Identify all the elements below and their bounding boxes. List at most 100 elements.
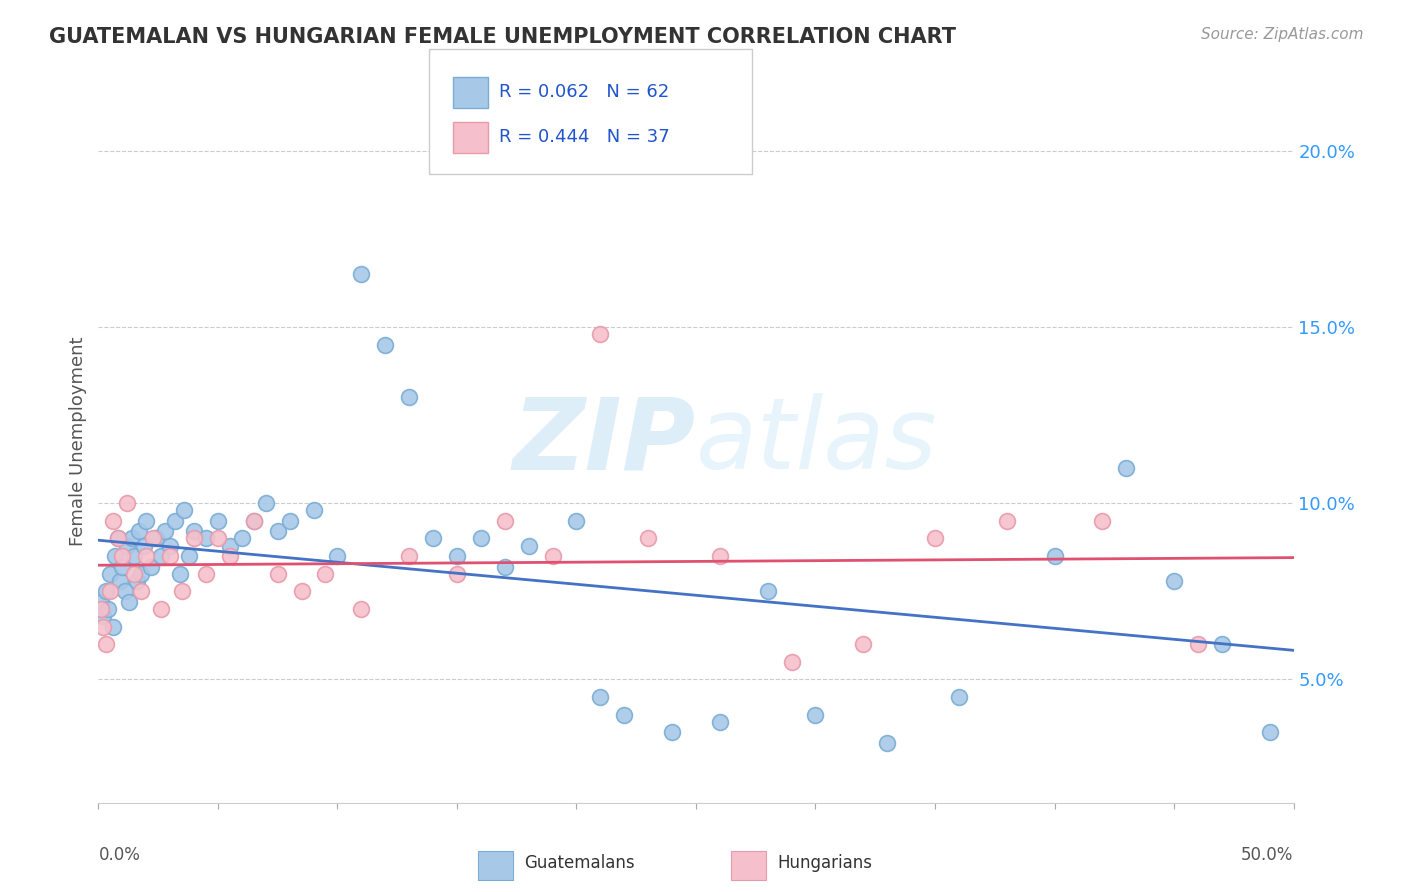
Point xyxy=(254,496,277,510)
Point xyxy=(149,549,172,563)
Point xyxy=(131,566,153,581)
Point xyxy=(135,514,157,528)
Point xyxy=(132,539,155,553)
Point xyxy=(637,532,659,546)
Point xyxy=(149,602,172,616)
Point xyxy=(422,532,444,546)
Point xyxy=(195,532,218,546)
Point xyxy=(94,584,117,599)
Point xyxy=(302,503,325,517)
Point xyxy=(125,574,148,588)
Point xyxy=(98,584,122,599)
Point xyxy=(111,549,134,563)
Point xyxy=(350,602,373,616)
Point xyxy=(709,549,731,563)
Text: Source: ZipAtlas.com: Source: ZipAtlas.com xyxy=(1201,27,1364,42)
Point xyxy=(108,574,131,588)
Point xyxy=(101,514,124,528)
Point xyxy=(350,267,373,281)
Point xyxy=(172,584,194,599)
Point xyxy=(131,584,153,599)
Point xyxy=(613,707,636,722)
Point xyxy=(121,532,143,546)
Point xyxy=(207,514,229,528)
Point xyxy=(124,566,146,581)
Point xyxy=(159,549,181,563)
Point xyxy=(195,566,218,581)
Text: 0.0%: 0.0% xyxy=(98,847,141,864)
Point xyxy=(1187,637,1209,651)
Text: R = 0.444   N = 37: R = 0.444 N = 37 xyxy=(499,128,669,146)
Point xyxy=(135,549,157,563)
Point xyxy=(948,690,970,704)
Point xyxy=(780,655,803,669)
Point xyxy=(104,549,127,563)
Point xyxy=(756,584,779,599)
Point xyxy=(494,559,516,574)
Text: ZIP: ZIP xyxy=(513,393,696,490)
Point xyxy=(90,595,112,609)
Point xyxy=(1211,637,1233,651)
Y-axis label: Female Unemployment: Female Unemployment xyxy=(69,337,87,546)
Point xyxy=(107,532,129,546)
Point xyxy=(470,532,492,546)
Text: R = 0.062   N = 62: R = 0.062 N = 62 xyxy=(499,83,669,101)
Point xyxy=(159,539,181,553)
Text: GUATEMALAN VS HUNGARIAN FEMALE UNEMPLOYMENT CORRELATION CHART: GUATEMALAN VS HUNGARIAN FEMALE UNEMPLOYM… xyxy=(49,27,956,46)
Point xyxy=(97,602,120,616)
Point xyxy=(111,559,134,574)
Point xyxy=(541,549,564,563)
Text: Hungarians: Hungarians xyxy=(778,855,873,872)
Point xyxy=(219,549,242,563)
Point xyxy=(173,503,195,517)
Text: 50.0%: 50.0% xyxy=(1241,847,1294,864)
Point xyxy=(291,584,314,599)
Point xyxy=(589,690,612,704)
Point xyxy=(183,532,205,546)
Point xyxy=(995,514,1018,528)
Point xyxy=(118,595,141,609)
Point xyxy=(155,524,177,539)
Point xyxy=(1163,574,1185,588)
Point xyxy=(589,326,612,341)
Point xyxy=(207,532,229,546)
Point xyxy=(1258,725,1281,739)
Point xyxy=(267,524,290,539)
Point xyxy=(163,514,186,528)
Point xyxy=(326,549,349,563)
Point xyxy=(315,566,337,581)
Point xyxy=(876,736,898,750)
Point xyxy=(231,532,253,546)
Point xyxy=(804,707,827,722)
Point xyxy=(398,391,420,405)
Point xyxy=(101,619,124,633)
Point xyxy=(398,549,420,563)
Point xyxy=(446,566,468,581)
Point xyxy=(115,496,138,510)
Point xyxy=(183,524,205,539)
Point xyxy=(494,514,516,528)
Point xyxy=(852,637,875,651)
Point xyxy=(374,337,396,351)
Point xyxy=(91,619,114,633)
Point xyxy=(98,566,122,581)
Point xyxy=(145,532,167,546)
Point xyxy=(1043,549,1066,563)
Point xyxy=(90,602,112,616)
Point xyxy=(924,532,946,546)
Point xyxy=(565,514,588,528)
Point xyxy=(517,539,540,553)
Point xyxy=(124,549,146,563)
Point xyxy=(446,549,468,563)
Point xyxy=(179,549,201,563)
Point xyxy=(115,539,138,553)
Point xyxy=(661,725,683,739)
Point xyxy=(1091,514,1114,528)
Point xyxy=(94,637,117,651)
Point xyxy=(128,524,150,539)
Point xyxy=(267,566,290,581)
Point xyxy=(142,532,165,546)
Point xyxy=(243,514,266,528)
Point xyxy=(91,609,114,624)
Point xyxy=(709,714,731,729)
